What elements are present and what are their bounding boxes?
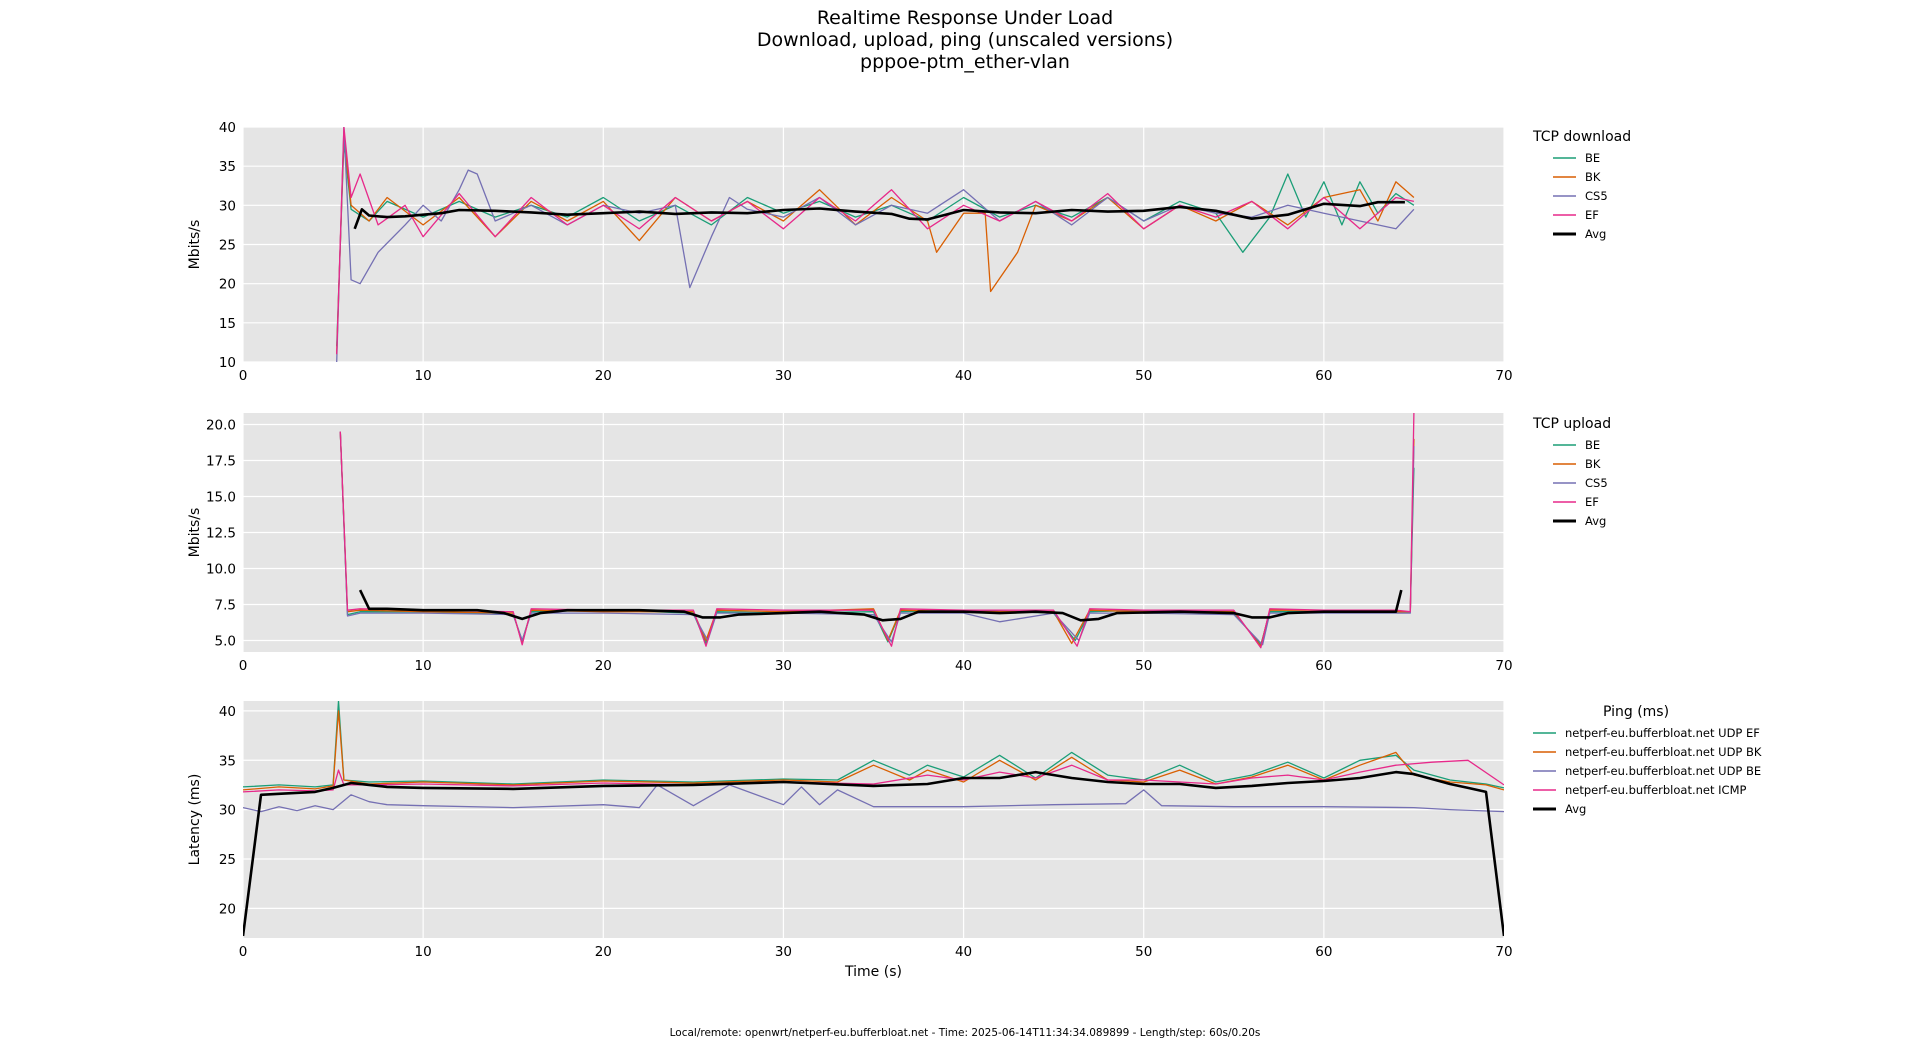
y-tick-label: 20	[219, 277, 236, 293]
legend: TCP upload BE BK CS5 EF Avg	[1532, 416, 1611, 528]
legend-entry: netperf-eu.bufferbloat.net ICMP	[1565, 783, 1746, 797]
x-tick-label: 20	[595, 658, 612, 674]
x-tick-label: 10	[415, 944, 432, 960]
title-line-1: Realtime Response Under Load	[817, 7, 1113, 29]
legend-entry: CS5	[1585, 476, 1608, 490]
legend-entry: BE	[1585, 438, 1600, 452]
series-line-avg	[243, 770, 1504, 937]
y-tick-label: 30	[219, 198, 236, 214]
chart-panel-3: 0 10 20 30 40 50 60 70 20 25 30 35 40 Latency (ms) Tim…	[187, 701, 1762, 980]
y-axis-label: Mbits/s	[187, 508, 203, 558]
y-tick-label: 40	[219, 704, 236, 720]
series-line-avg	[358, 589, 1403, 622]
legend-entry: BE	[1585, 151, 1600, 165]
legend-entry: BK	[1585, 170, 1601, 184]
y-tick-label: 15	[219, 316, 236, 332]
y-tick-label: 30	[219, 803, 236, 819]
legend-entry: EF	[1585, 495, 1599, 509]
legend-entry: Avg	[1565, 802, 1586, 816]
x-tick-label: 50	[1135, 944, 1152, 960]
footer-info: Local/remote: openwrt/netperf-eu.bufferb…	[670, 1027, 1261, 1039]
legend-entry: netperf-eu.bufferbloat.net UDP EF	[1565, 726, 1760, 740]
y-axis-label: Mbits/s	[187, 220, 203, 270]
x-tick-label: 60	[1315, 658, 1332, 674]
y-tick-label: 25	[219, 238, 236, 254]
legend-entry: Avg	[1585, 227, 1606, 241]
x-tick-label: 30	[775, 944, 792, 960]
y-tick-label: 10	[219, 355, 236, 371]
charts-container: 0 10 20 30 40 50 60 7010152025303540Mbits/sTCP …	[187, 120, 1762, 980]
legend: TCP download BE BK CS5 EF Avg	[1532, 129, 1631, 241]
x-tick-label: 0	[239, 944, 248, 960]
y-axis-label: Latency (ms)	[187, 774, 203, 866]
x-tick-label: 70	[1495, 658, 1512, 674]
x-tick-label: 40	[955, 658, 972, 674]
legend-entry: BK	[1585, 457, 1601, 471]
legend-entry: CS5	[1585, 189, 1608, 203]
x-tick-label: 60	[1315, 944, 1332, 960]
chart-panel-2: 0 10 20 30 40 50 60 70 5.0 7.5 10.0 12.5 15.0 17.5 20.…	[187, 413, 1611, 674]
x-tick-label: 40	[955, 944, 972, 960]
y-tick-label: 17.5	[206, 454, 236, 470]
series-line-netperf-eu-bufferbloat-net-icmp	[243, 759, 1504, 793]
title-line-2: Download, upload, ping (unscaled version…	[757, 29, 1173, 51]
x-tick-label: 40	[955, 368, 972, 384]
legend-title: TCP upload	[1532, 416, 1611, 432]
legend-entry: Avg	[1585, 514, 1606, 528]
y-tick-label: 35	[219, 159, 236, 175]
legend-title: Ping (ms)	[1603, 704, 1669, 720]
x-tick-label: 20	[595, 368, 612, 384]
x-tick-label: 50	[1135, 368, 1152, 384]
x-tick-label: 0	[239, 658, 248, 674]
chart-panel-1: 0 10 20 30 40 50 60 7010152025303540Mbits/sTCP …	[187, 120, 1631, 384]
legend-entry: EF	[1585, 208, 1599, 222]
series-line-ef	[339, 413, 1415, 649]
y-tick-label: 35	[219, 753, 236, 769]
series-line-avg	[353, 200, 1405, 230]
legend-entry: netperf-eu.bufferbloat.net UDP BE	[1565, 764, 1761, 778]
x-tick-label: 70	[1495, 368, 1512, 384]
y-tick-label: 40	[219, 120, 236, 136]
series-group	[339, 413, 1415, 649]
plot-background	[243, 701, 1504, 938]
y-tick-label: 20	[219, 901, 236, 917]
y-tick-label: 12.5	[206, 526, 236, 542]
y-tick-label: 7.5	[215, 597, 236, 613]
legend: Ping (ms) netperf-eu.bufferbloat.net UDP …	[1533, 704, 1762, 816]
x-tick-label: 30	[775, 658, 792, 674]
x-tick-label: 60	[1315, 368, 1332, 384]
x-axis-label: Time (s)	[844, 964, 902, 980]
y-tick-label: 20.0	[206, 418, 236, 434]
x-tick-label: 50	[1135, 658, 1152, 674]
y-tick-label: 5.0	[215, 633, 236, 649]
x-tick-label: 10	[415, 658, 432, 674]
y-tick-label: 15.0	[206, 490, 236, 506]
series-line-netperf-eu-bufferbloat-net-udp-bk	[243, 710, 1504, 791]
x-tick-label: 20	[595, 944, 612, 960]
x-tick-label: 0	[239, 368, 248, 384]
series-group	[336, 127, 1415, 362]
y-tick-label: 10.0	[206, 561, 236, 577]
x-tick-label: 10	[415, 368, 432, 384]
x-tick-label: 30	[775, 368, 792, 384]
title-line-3: pppoe-ptm_ether-vlan	[860, 51, 1070, 73]
series-group	[243, 701, 1504, 937]
x-tick-label: 70	[1495, 944, 1512, 960]
legend-title: TCP download	[1532, 129, 1631, 145]
y-tick-label: 25	[219, 852, 236, 868]
legend-entry: netperf-eu.bufferbloat.net UDP BK	[1565, 745, 1762, 759]
series-line-ef	[336, 127, 1415, 355]
